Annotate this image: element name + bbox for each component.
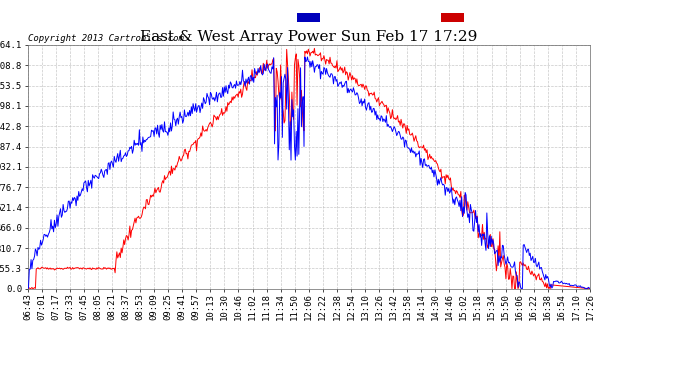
Legend: East Array  (DC Watts), West Array  (DC Watts): East Array (DC Watts), West Array (DC Wa…	[297, 12, 585, 23]
Title: East & West Array Power Sun Feb 17 17:29: East & West Array Power Sun Feb 17 17:29	[140, 30, 477, 44]
Text: Copyright 2013 Cartronics.com: Copyright 2013 Cartronics.com	[28, 34, 184, 43]
